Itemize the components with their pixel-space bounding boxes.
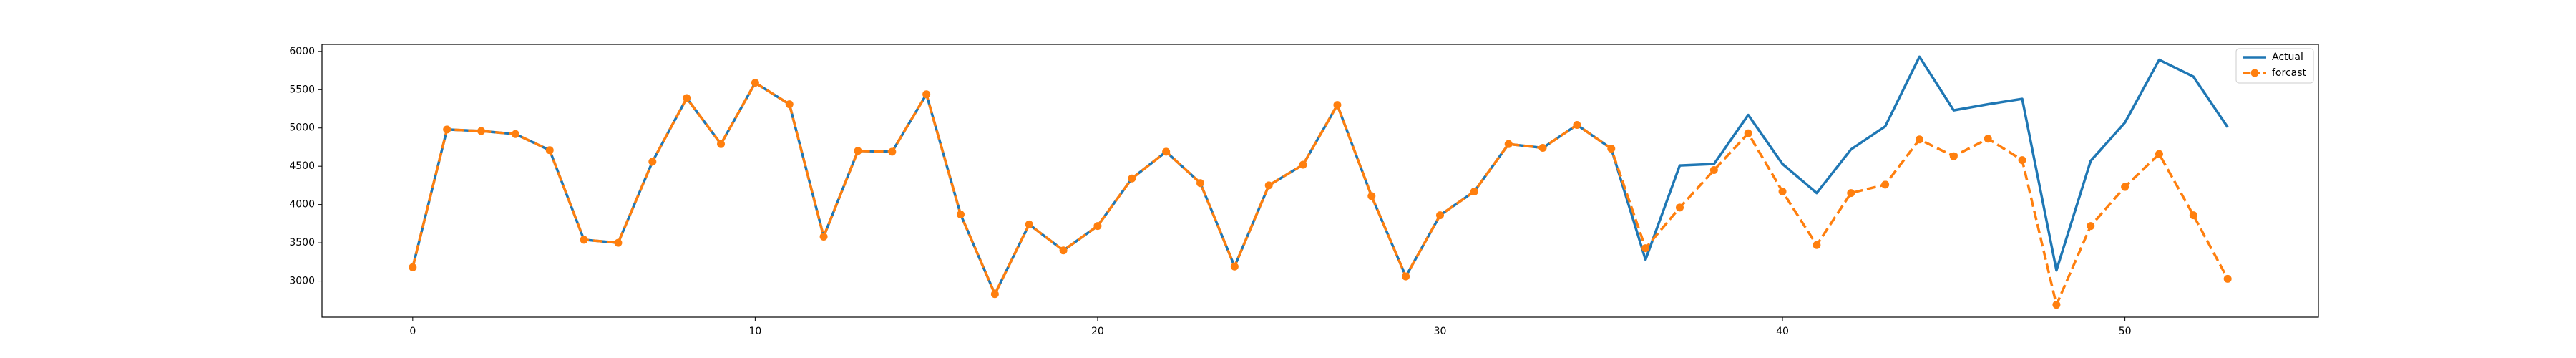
point-marker	[1744, 129, 1752, 137]
x-tick-label: 10	[748, 326, 761, 337]
legend-label: Actual	[2272, 52, 2303, 63]
point-marker	[2052, 301, 2061, 309]
point-marker	[1264, 181, 1273, 190]
y-tick-label: 5500	[289, 84, 315, 95]
point-marker	[2121, 183, 2129, 191]
point-marker	[409, 263, 417, 271]
point-marker	[545, 146, 554, 155]
x-tick-label: 40	[1776, 326, 1789, 337]
point-marker	[922, 90, 931, 99]
point-marker	[1333, 101, 1342, 110]
point-marker	[1299, 160, 1307, 169]
point-marker	[2087, 222, 2095, 231]
point-marker	[1607, 145, 1616, 153]
point-marker	[1813, 241, 1821, 249]
x-tick-label: 0	[409, 326, 416, 337]
point-marker	[1778, 187, 1787, 195]
point-marker	[1538, 144, 1547, 153]
point-marker	[854, 147, 862, 155]
point-marker	[1675, 203, 1684, 212]
point-marker	[1847, 189, 1855, 198]
point-marker	[1573, 120, 1581, 129]
point-marker	[511, 130, 519, 138]
point-marker	[614, 238, 623, 247]
point-marker	[990, 290, 999, 299]
point-marker	[2155, 150, 2163, 158]
legend-marker	[2250, 69, 2259, 77]
point-marker	[1504, 140, 1513, 148]
point-marker	[648, 158, 657, 166]
y-tick-label: 4500	[289, 160, 315, 172]
point-marker	[717, 140, 726, 148]
y-tick-label: 3500	[289, 237, 315, 248]
plot-frame	[321, 44, 2319, 318]
point-marker	[1162, 147, 1171, 156]
point-marker	[1230, 262, 1239, 271]
point-marker	[477, 127, 486, 135]
point-marker	[1915, 135, 1923, 144]
point-marker	[1709, 166, 1718, 175]
y-tick-label: 5000	[289, 122, 315, 134]
point-marker	[2189, 211, 2197, 220]
point-marker	[1025, 220, 1033, 228]
point-marker	[1435, 211, 1444, 220]
point-marker	[1196, 179, 1205, 188]
point-marker	[1984, 135, 1992, 143]
point-marker	[2018, 156, 2026, 165]
point-marker	[683, 94, 691, 102]
series-line	[411, 81, 2229, 306]
point-marker	[751, 79, 759, 87]
point-marker	[580, 236, 588, 244]
y-tick-label: 3000	[289, 276, 315, 287]
series-line	[411, 55, 2229, 296]
point-marker	[1881, 180, 1890, 189]
y-tick-label: 6000	[289, 46, 315, 57]
x-tick-label: 30	[1434, 326, 1447, 337]
point-marker	[443, 125, 452, 134]
x-tick-label: 50	[2119, 326, 2132, 337]
legend: Actual forcast	[2235, 48, 2314, 84]
point-marker	[888, 147, 897, 156]
legend-label: forcast	[2272, 67, 2307, 79]
point-marker	[2223, 274, 2232, 283]
point-marker	[785, 100, 794, 109]
point-marker	[1949, 152, 1958, 160]
point-marker	[1128, 174, 1136, 183]
point-marker	[1093, 222, 1102, 231]
y-tick-label: 4000	[289, 199, 315, 211]
point-marker	[819, 233, 828, 241]
point-marker	[1367, 192, 1376, 200]
point-marker	[1059, 246, 1068, 255]
point-marker	[957, 211, 965, 219]
point-marker	[1641, 244, 1650, 253]
point-marker	[1470, 187, 1478, 195]
point-marker	[1402, 272, 1410, 281]
x-tick-label: 20	[1091, 326, 1104, 337]
